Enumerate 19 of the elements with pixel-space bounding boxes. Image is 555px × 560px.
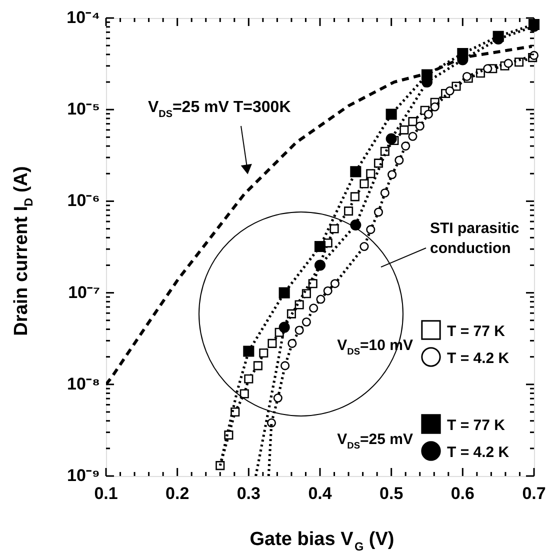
legend-label: T = 4.2 K <box>447 350 510 367</box>
legend-label: T = 4.2 K <box>447 444 510 461</box>
y-tick-label: 10⁻⁹ <box>67 466 100 485</box>
x-tick-label: 0.7 <box>522 484 546 503</box>
x-tick-label: 0.2 <box>166 484 190 503</box>
y-tick-label: 10⁻⁵ <box>67 100 100 119</box>
x-tick-label: 0.6 <box>450 484 474 503</box>
x-tick-label: 0.4 <box>308 484 332 503</box>
y-tick-label: 10⁻⁶ <box>67 191 100 210</box>
y-tick-label: 10⁻⁷ <box>68 282 100 302</box>
y-tick-label: 10⁻⁸ <box>67 374 100 394</box>
x-tick-label: 0.3 <box>236 484 260 503</box>
legend-label: T = 77 K <box>447 323 506 340</box>
x-tick-label: 0.5 <box>380 484 404 503</box>
y-tick-label: 10⁻⁴ <box>66 8 100 27</box>
annotation: STI parasitic conduction <box>430 220 520 257</box>
x-tick-label: 0.1 <box>94 484 118 503</box>
legend-label: T = 77 K <box>447 417 506 434</box>
y-axis-title: Drain current ID (A) <box>11 166 36 336</box>
